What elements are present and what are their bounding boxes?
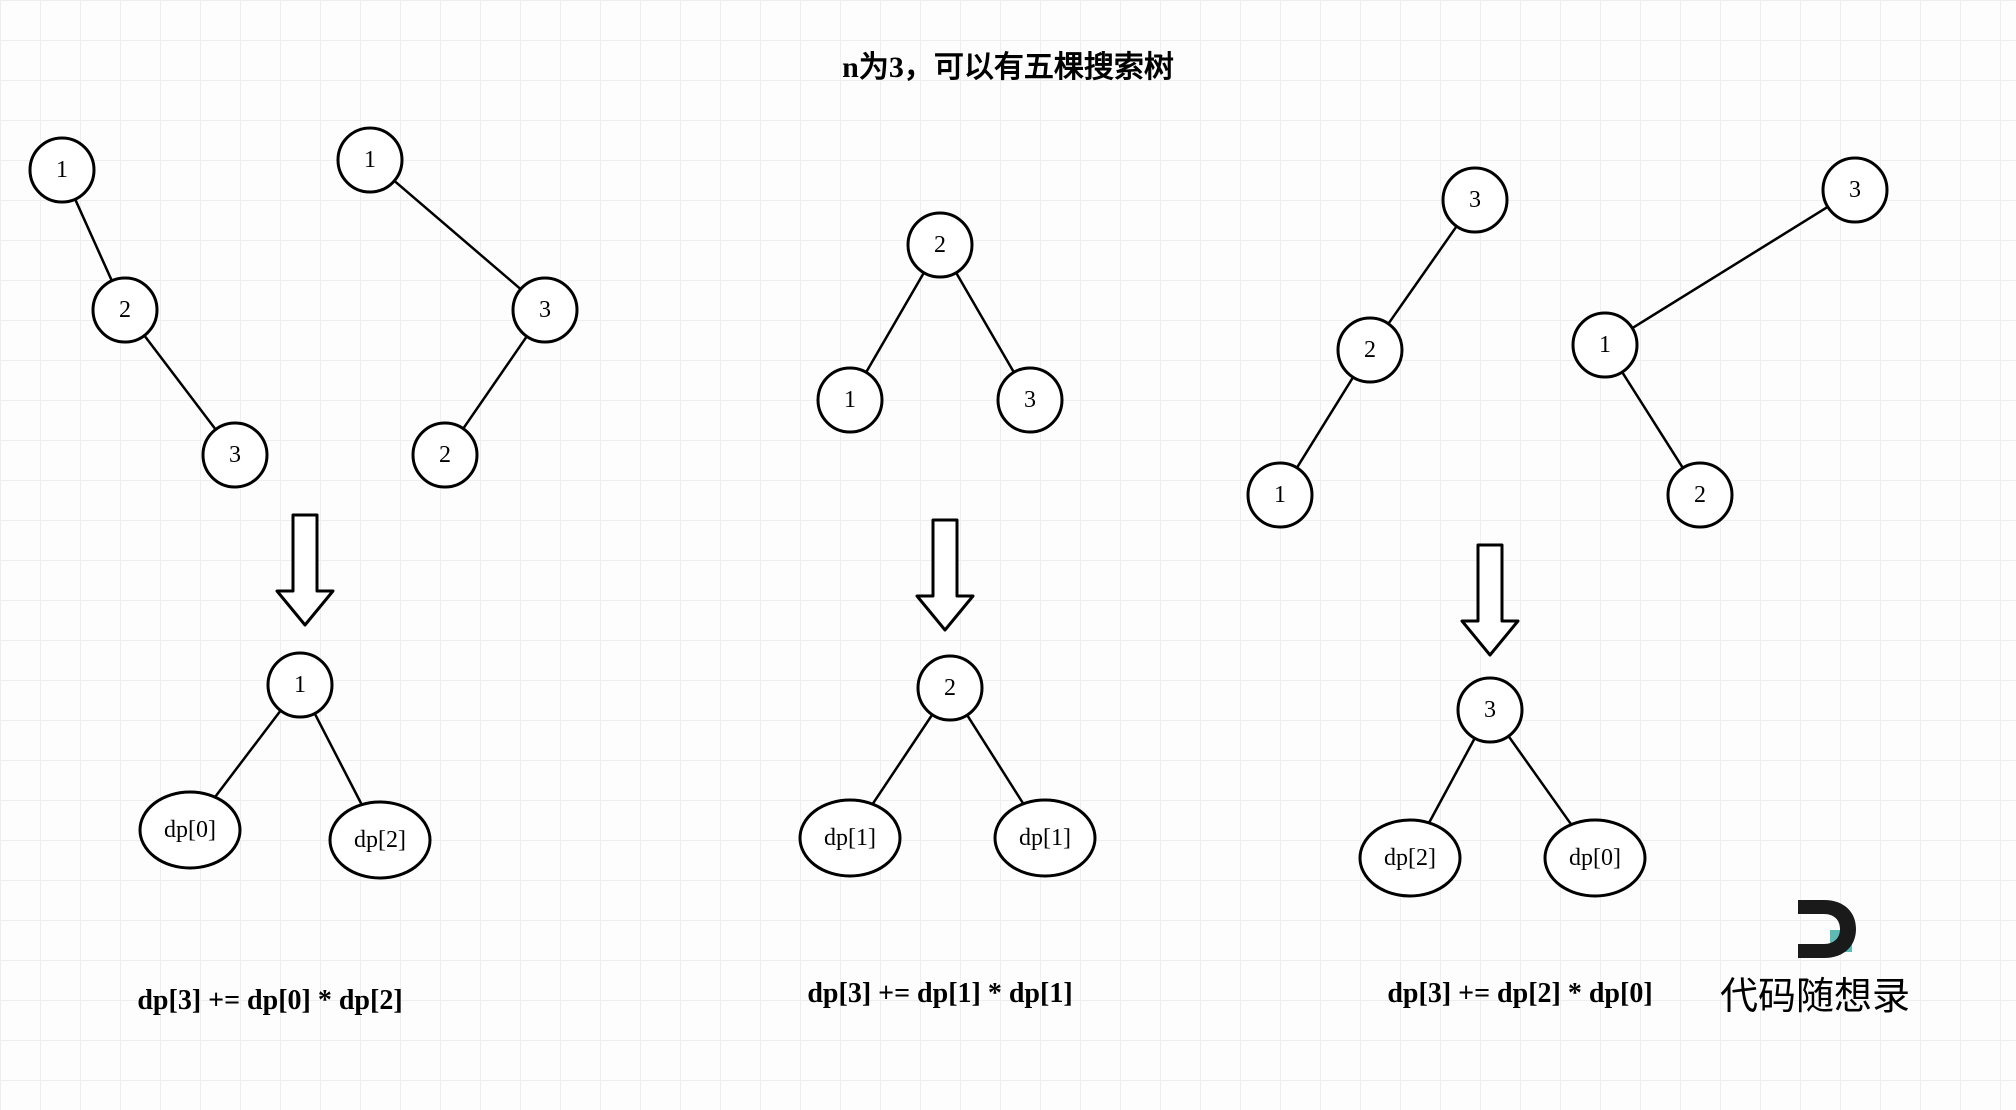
tree-node-label: 2 <box>1694 482 1706 508</box>
tree-node-label: 3 <box>539 297 551 323</box>
tree-edge <box>1429 738 1475 823</box>
tree-node-label: 3 <box>229 442 241 468</box>
tree-node: 3 <box>1443 168 1507 232</box>
formula-1: dp[3] += dp[0] * dp[2] <box>137 985 402 1017</box>
tree-node: 1 <box>818 368 882 432</box>
tree-node-label: 1 <box>364 147 376 173</box>
formula-3: dp[3] += dp[2] * dp[0] <box>1387 978 1652 1010</box>
tree-node-label: 1 <box>1274 482 1286 508</box>
tree-node: 3 <box>1823 158 1887 222</box>
watermark-logo <box>1790 900 1860 963</box>
tree-edge <box>75 199 112 281</box>
tree-node-label: dp[1] <box>1019 825 1071 851</box>
tree-edge <box>315 713 362 804</box>
tree-node-label: 2 <box>944 675 956 701</box>
tree-node: 2 <box>93 278 157 342</box>
tree-node: 3 <box>998 368 1062 432</box>
tree-node-label: 1 <box>844 387 856 413</box>
tree-node: 3 <box>203 423 267 487</box>
page-title: n为3，可以有五棵搜索树 <box>0 42 2016 86</box>
down-arrow-icon <box>917 520 973 630</box>
tree-node-label: 2 <box>1364 337 1376 363</box>
tree-edge <box>1509 736 1572 824</box>
tree-node-label: 2 <box>119 297 131 323</box>
down-arrow-icon <box>1462 545 1518 655</box>
tree-node: dp[1] <box>995 800 1095 876</box>
tree-edge <box>144 335 215 429</box>
tree-edge <box>1622 372 1683 468</box>
tree-node-label: 1 <box>294 672 306 698</box>
tree-node-label: dp[1] <box>824 825 876 851</box>
tree-node: dp[2] <box>1360 820 1460 896</box>
tree-node-label: 1 <box>1599 332 1611 358</box>
tree-node: 2 <box>918 656 982 720</box>
tree-edge <box>394 181 520 289</box>
tree-node-label: 3 <box>1469 187 1481 213</box>
tree-node: 2 <box>1338 318 1402 382</box>
tree-edge <box>215 710 281 797</box>
tree-node: dp[0] <box>140 792 240 868</box>
tree-node-label: dp[0] <box>164 817 216 843</box>
tree-edge <box>1297 377 1353 468</box>
tree-node-label: dp[0] <box>1569 845 1621 871</box>
tree-edge <box>1388 226 1456 324</box>
tree-node: 1 <box>1573 313 1637 377</box>
tree-node-label: 2 <box>439 442 451 468</box>
tree-node-label: 2 <box>934 232 946 258</box>
tree-node: 1 <box>30 138 94 202</box>
tree-edge <box>967 715 1023 804</box>
tree-node-label: 3 <box>1849 177 1861 203</box>
tree-node-label: 1 <box>56 157 68 183</box>
tree-node: 1 <box>338 128 402 192</box>
watermark-text: 代码随想录 <box>1720 965 1910 1020</box>
tree-node-label: 3 <box>1024 387 1036 413</box>
tree-node: 3 <box>1458 678 1522 742</box>
tree-edge <box>873 715 933 804</box>
diagram-canvas: 1 2 3 1 3 2 2 1 3 3 2 1 3 1 2 1 dp[0] dp[2] 2 dp[1] dp[1] 3 dp… <box>0 0 2016 1110</box>
tree-node: 2 <box>908 213 972 277</box>
tree-node-label: dp[2] <box>354 827 406 853</box>
tree-node: dp[1] <box>800 800 900 876</box>
tree-node: 3 <box>513 278 577 342</box>
tree-edge <box>1632 207 1828 328</box>
tree-edge <box>866 273 924 373</box>
tree-node: 2 <box>1668 463 1732 527</box>
tree-edge <box>463 336 527 428</box>
formula-2: dp[3] += dp[1] * dp[1] <box>807 978 1072 1010</box>
tree-edge <box>956 273 1014 373</box>
tree-node: 1 <box>1248 463 1312 527</box>
tree-node: 1 <box>268 653 332 717</box>
tree-node-label: 3 <box>1484 697 1496 723</box>
down-arrow-icon <box>277 515 333 625</box>
tree-node: dp[0] <box>1545 820 1645 896</box>
tree-node: 2 <box>413 423 477 487</box>
tree-node: dp[2] <box>330 802 430 878</box>
tree-node-label: dp[2] <box>1384 845 1436 871</box>
